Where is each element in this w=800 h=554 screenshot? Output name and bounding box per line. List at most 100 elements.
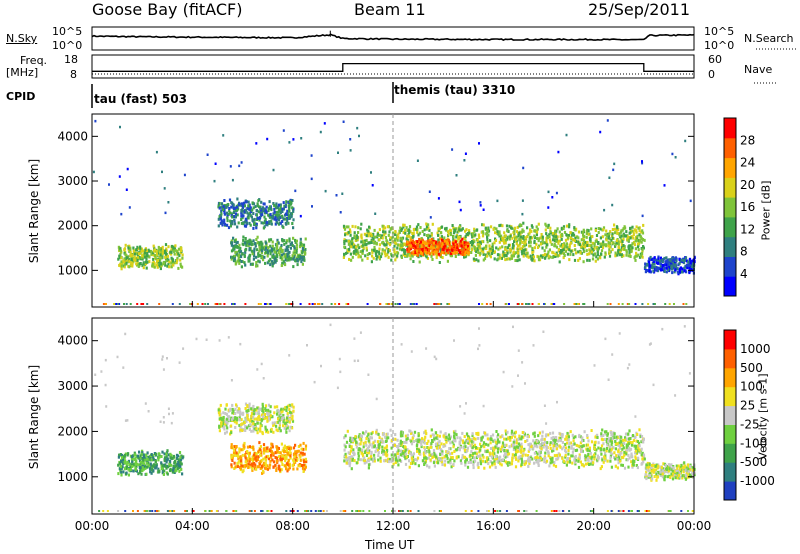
data-cell [652, 260, 655, 263]
data-cell [684, 258, 687, 262]
data-cell [571, 450, 574, 454]
data-cell [356, 251, 359, 255]
data-cell [217, 408, 220, 412]
data-cell [423, 463, 426, 466]
ground-cell [626, 303, 629, 305]
data-cell [581, 231, 584, 235]
data-cell [674, 256, 677, 260]
data-cell [588, 258, 591, 262]
scatter-cell [272, 168, 275, 172]
data-cell [545, 253, 548, 257]
data-cell [448, 246, 451, 250]
data-cell [583, 430, 586, 434]
data-cell [678, 262, 681, 266]
x-axis-label: Time UT [365, 538, 415, 552]
data-cell [230, 220, 233, 223]
scatter-cell [611, 203, 614, 207]
data-cell [150, 249, 153, 253]
data-cell [625, 249, 628, 253]
data-cell [144, 255, 147, 259]
data-cell [247, 244, 250, 248]
data-cell [436, 245, 439, 249]
data-cell [496, 232, 499, 235]
data-cell [118, 461, 121, 465]
scatter-cell [603, 208, 606, 212]
data-cell [131, 460, 134, 464]
data-cell [528, 238, 531, 242]
data-cell [283, 254, 286, 258]
data-cell [608, 245, 611, 249]
data-cell [220, 212, 223, 216]
data-cell [249, 463, 252, 467]
ground-cell [664, 303, 667, 305]
data-cell [575, 448, 579, 452]
data-cell [430, 251, 433, 255]
data-cell [521, 240, 524, 244]
data-cell [283, 426, 286, 430]
data-cell [385, 458, 388, 462]
data-cell [261, 255, 264, 259]
data-cell [152, 249, 156, 253]
data-cell [251, 252, 254, 256]
data-cell [286, 255, 289, 259]
data-cell [222, 418, 225, 422]
data-cell [244, 263, 247, 267]
scatter-cell [521, 199, 524, 202]
data-cell [632, 236, 635, 240]
data-cell [445, 242, 448, 246]
data-cell [252, 459, 255, 463]
ground-cell [446, 303, 449, 305]
data-cell [250, 407, 253, 411]
data-cell [245, 243, 248, 247]
data-cell [487, 462, 490, 466]
data-cell [292, 405, 295, 409]
data-cell [293, 246, 296, 250]
data-cell [142, 249, 145, 253]
data-cell [273, 210, 276, 214]
data-cell [256, 204, 259, 208]
data-cell [482, 441, 486, 445]
data-cell [691, 262, 694, 266]
data-cell [257, 210, 260, 214]
data-cell [620, 253, 623, 257]
data-cell [416, 240, 419, 244]
ground-cell [102, 303, 105, 305]
ground-cell [379, 303, 382, 305]
data-cell [152, 456, 155, 460]
data-cell [544, 256, 547, 260]
data-cell [304, 465, 307, 469]
data-cell [252, 422, 255, 426]
data-cell [272, 423, 275, 427]
data-cell [141, 254, 144, 258]
data-cell [558, 253, 561, 257]
data-cell [375, 430, 378, 434]
data-cell [532, 255, 535, 259]
data-cell [174, 248, 177, 252]
data-cell [255, 459, 258, 463]
data-cell [287, 404, 290, 408]
data-cell [232, 451, 236, 455]
data-cell [234, 262, 237, 266]
data-cell [611, 232, 614, 236]
data-cell [451, 248, 454, 252]
data-cell [549, 230, 552, 234]
data-cell [287, 221, 290, 225]
scatter-cell [478, 142, 480, 145]
data-cell [230, 443, 233, 447]
scatter-cell [286, 213, 289, 217]
data-cell [594, 452, 597, 456]
data-cell [659, 256, 662, 260]
data-cell [560, 243, 563, 247]
data-cell [547, 254, 550, 258]
data-cell [396, 234, 399, 238]
data-cell [255, 264, 258, 268]
data-cell [554, 253, 557, 256]
colorbar-tick-label: 8 [740, 245, 748, 259]
data-cell [269, 405, 272, 409]
data-cell [443, 236, 446, 240]
data-cell [349, 233, 352, 237]
scatter-cell [108, 183, 110, 186]
ground-cell [231, 303, 234, 305]
data-cell [375, 249, 378, 253]
data-cell [260, 249, 264, 253]
